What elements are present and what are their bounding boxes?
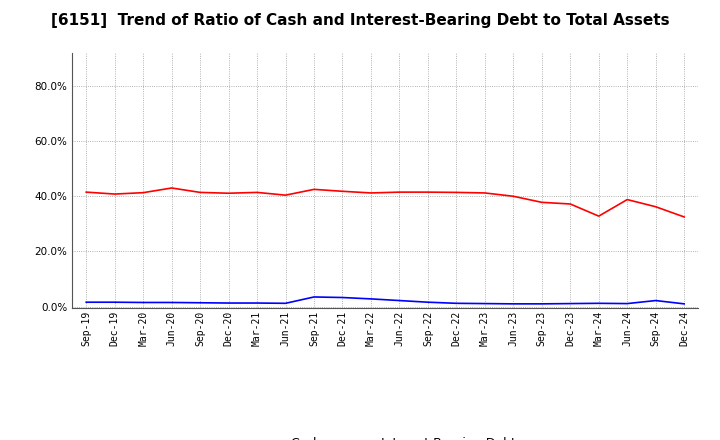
Legend: Cash, Interest-Bearing Debt: Cash, Interest-Bearing Debt	[250, 432, 521, 440]
Text: [6151]  Trend of Ratio of Cash and Interest-Bearing Debt to Total Assets: [6151] Trend of Ratio of Cash and Intere…	[50, 13, 670, 28]
